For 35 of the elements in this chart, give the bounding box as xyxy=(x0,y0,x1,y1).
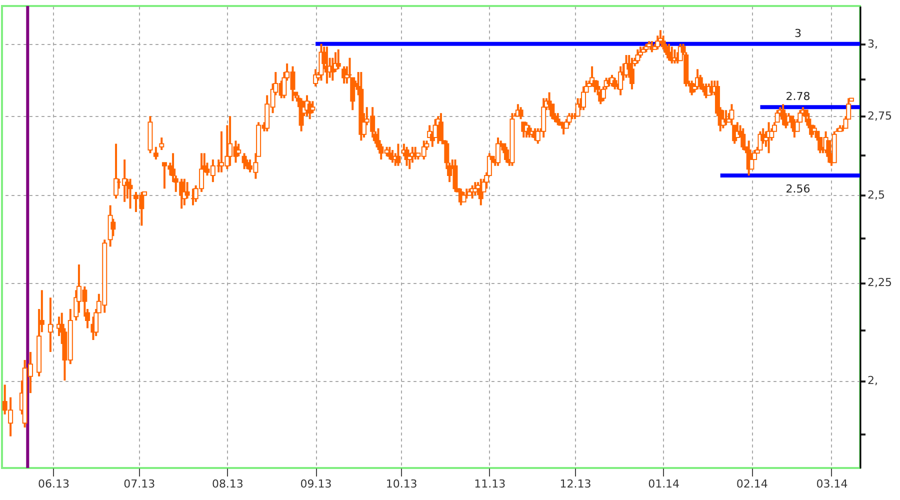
candlestick xyxy=(518,106,524,120)
x-tick-label: 06.13 xyxy=(38,478,70,490)
x-tick-label: 08.13 xyxy=(212,478,244,490)
candlestick xyxy=(581,85,586,112)
candlestick xyxy=(336,48,341,70)
y-tick-label: 2,5 xyxy=(868,188,885,202)
y-tick-label: 3, xyxy=(868,37,878,50)
x-tick-label: 01.14 xyxy=(648,478,680,490)
candlestick xyxy=(635,48,640,64)
candlestick xyxy=(128,178,133,210)
candlestick xyxy=(114,142,119,200)
candlestick xyxy=(666,42,672,62)
candlestick xyxy=(566,112,572,126)
x-tick-label: 09.13 xyxy=(300,478,332,490)
y-tick-label: 2,25 xyxy=(868,276,892,290)
series-label: 2.78 xyxy=(786,90,810,104)
x-tick-label: 02.14 xyxy=(736,478,768,490)
candlestick xyxy=(159,136,164,152)
y-tick-label: 2, xyxy=(868,374,878,388)
series-label: 2.56 xyxy=(786,182,810,196)
x-tick-label: 11.13 xyxy=(474,478,506,490)
candlestick xyxy=(461,190,466,203)
x-tick-label: 07.13 xyxy=(124,478,156,490)
candlestick xyxy=(242,152,247,170)
candlestick xyxy=(387,146,392,160)
x-tick-label: 03.14 xyxy=(816,478,848,490)
candlestick xyxy=(396,142,401,167)
series-label: 3 xyxy=(794,26,802,40)
candlestick xyxy=(535,127,540,145)
y-tick-label: 2,75 xyxy=(868,110,892,123)
candlestick xyxy=(153,146,158,160)
x-tick-label: 10.13 xyxy=(386,478,418,490)
x-tick-label: 12.13 xyxy=(560,478,592,490)
candlestick xyxy=(48,296,53,353)
candlestick xyxy=(110,218,116,238)
